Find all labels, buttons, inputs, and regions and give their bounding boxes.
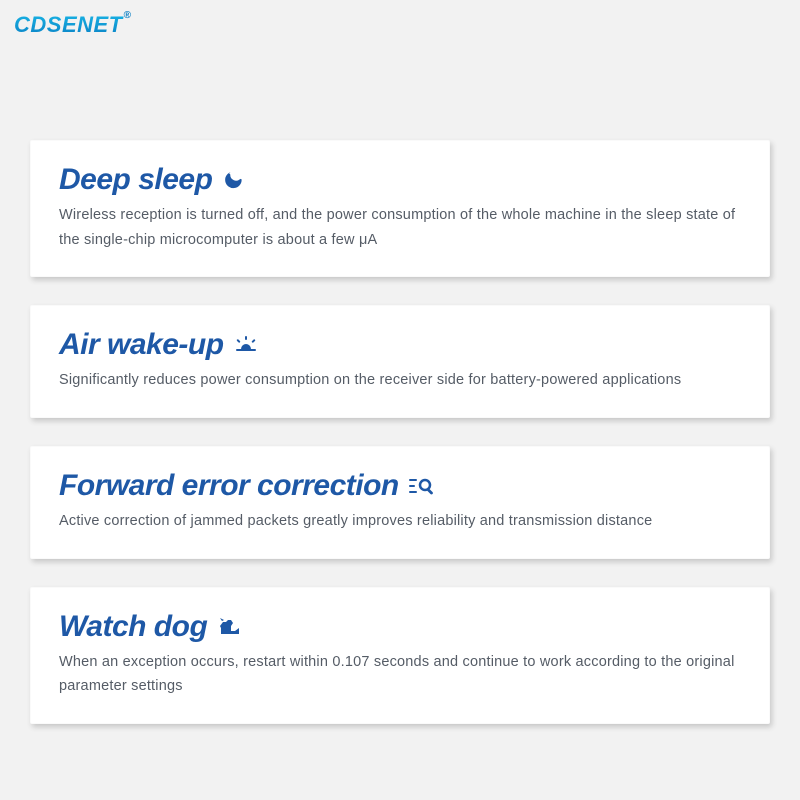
- feature-card-list: Deep sleep Wireless reception is turned …: [30, 140, 770, 724]
- feature-card-deep-sleep: Deep sleep Wireless reception is turned …: [30, 140, 770, 277]
- dog-icon: [217, 616, 243, 638]
- card-description: Active correction of jammed packets grea…: [59, 509, 741, 534]
- logo-text: CDSENET: [14, 12, 123, 37]
- card-title-text: Watch dog: [59, 610, 207, 644]
- card-title-text: Forward error correction: [59, 469, 399, 503]
- card-description: Significantly reduces power consumption …: [59, 368, 741, 393]
- card-title-text: Air wake-up: [59, 328, 224, 362]
- card-title-text: Deep sleep: [59, 163, 212, 197]
- moon-icon: [222, 169, 244, 191]
- trademark-symbol: ®: [124, 10, 132, 21]
- card-description: When an exception occurs, restart within…: [59, 650, 741, 699]
- brand-logo: CDSENET®: [14, 12, 131, 38]
- card-title-row: Deep sleep: [59, 163, 741, 197]
- feature-card-forward-error-correction: Forward error correction Active correcti…: [30, 446, 770, 559]
- card-title-row: Watch dog: [59, 610, 741, 644]
- feature-card-air-wake-up: Air wake-up Significantly reduces power …: [30, 305, 770, 418]
- search-signal-icon: [409, 475, 435, 497]
- feature-card-watch-dog: Watch dog When an exception occurs, rest…: [30, 587, 770, 724]
- card-title-row: Air wake-up: [59, 328, 741, 362]
- sunrise-icon: [234, 334, 258, 356]
- card-title-row: Forward error correction: [59, 469, 741, 503]
- card-description: Wireless reception is turned off, and th…: [59, 203, 741, 252]
